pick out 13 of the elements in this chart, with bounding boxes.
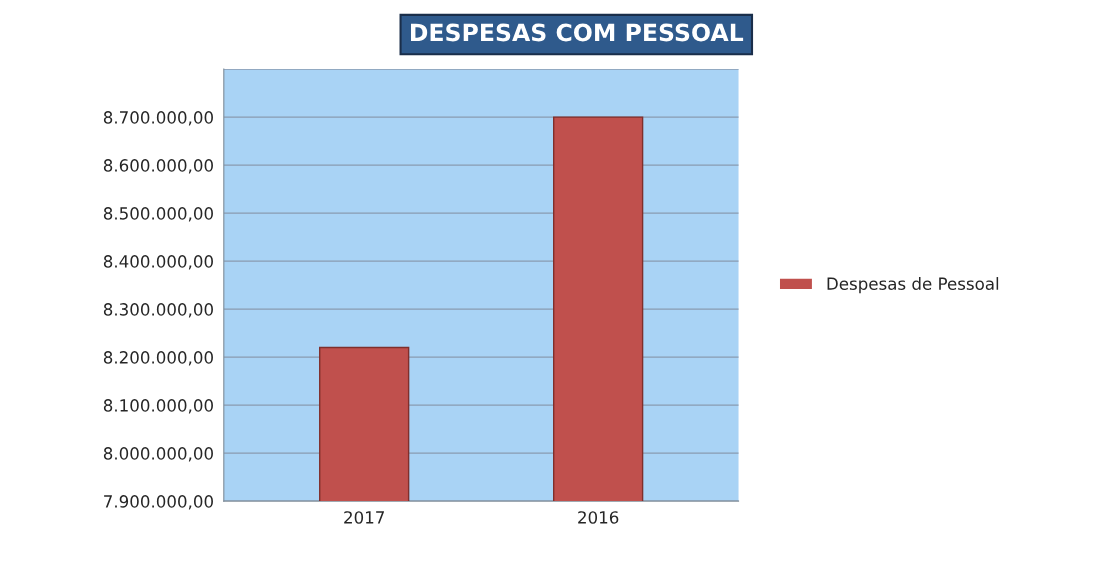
x-tick-label: 2017 [344, 511, 384, 524]
legend-label: Despesas de Pessoal [827, 277, 999, 294]
y-tick-label: 8.100.000,00 [103, 399, 213, 414]
y-tick-label: 8.700.000,00 [103, 111, 213, 126]
y-tick-label: 7.900.000,00 [104, 495, 213, 510]
y-tick-label: 8.600.000,00 [103, 159, 213, 174]
y-tick-label: 8.300.000,00 [103, 303, 213, 318]
y-tick-label: 8.000.000,00 [103, 447, 213, 462]
y-tick-label: 8.500.000,00 [103, 207, 213, 222]
chart-title: DESPESAS COM PESSOAL [410, 23, 744, 42]
y-tick-label: 8.400.000,00 [103, 255, 213, 270]
y-tick-label: 8.200.000,00 [103, 351, 213, 366]
x-tick-label: 2016 [578, 511, 619, 524]
